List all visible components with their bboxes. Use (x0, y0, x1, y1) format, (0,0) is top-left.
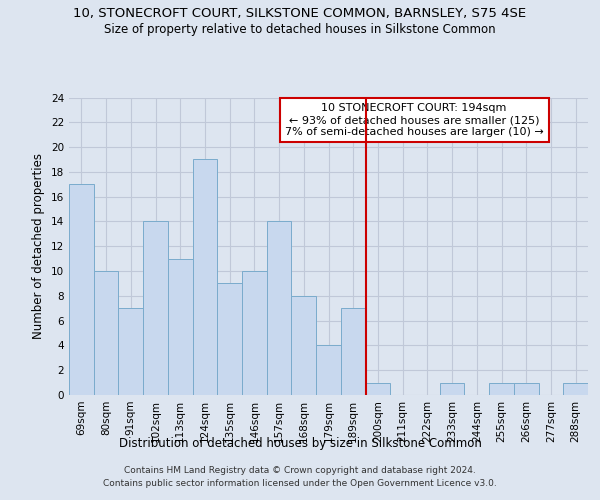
Bar (489, 382, 514, 395)
Bar (168, 258, 193, 395)
Bar (440, 382, 464, 395)
Bar (217, 284, 242, 395)
Bar (143, 222, 168, 395)
Bar (193, 160, 217, 395)
Bar (69, 184, 94, 395)
Bar (316, 346, 341, 395)
Text: Size of property relative to detached houses in Silkstone Common: Size of property relative to detached ho… (104, 22, 496, 36)
Bar (242, 271, 267, 395)
Bar (563, 382, 588, 395)
Bar (94, 271, 118, 395)
Bar (514, 382, 539, 395)
Text: Contains HM Land Registry data © Crown copyright and database right 2024.
Contai: Contains HM Land Registry data © Crown c… (103, 466, 497, 487)
Y-axis label: Number of detached properties: Number of detached properties (32, 153, 46, 340)
Text: 10, STONECROFT COURT, SILKSTONE COMMON, BARNSLEY, S75 4SE: 10, STONECROFT COURT, SILKSTONE COMMON, … (73, 8, 527, 20)
Bar (118, 308, 143, 395)
Bar (292, 296, 316, 395)
Bar (267, 222, 292, 395)
Text: Distribution of detached houses by size in Silkstone Common: Distribution of detached houses by size … (119, 438, 481, 450)
Text: 10 STONECROFT COURT: 194sqm
← 93% of detached houses are smaller (125)
7% of sem: 10 STONECROFT COURT: 194sqm ← 93% of det… (285, 104, 544, 136)
Bar (341, 308, 365, 395)
Bar (365, 382, 390, 395)
